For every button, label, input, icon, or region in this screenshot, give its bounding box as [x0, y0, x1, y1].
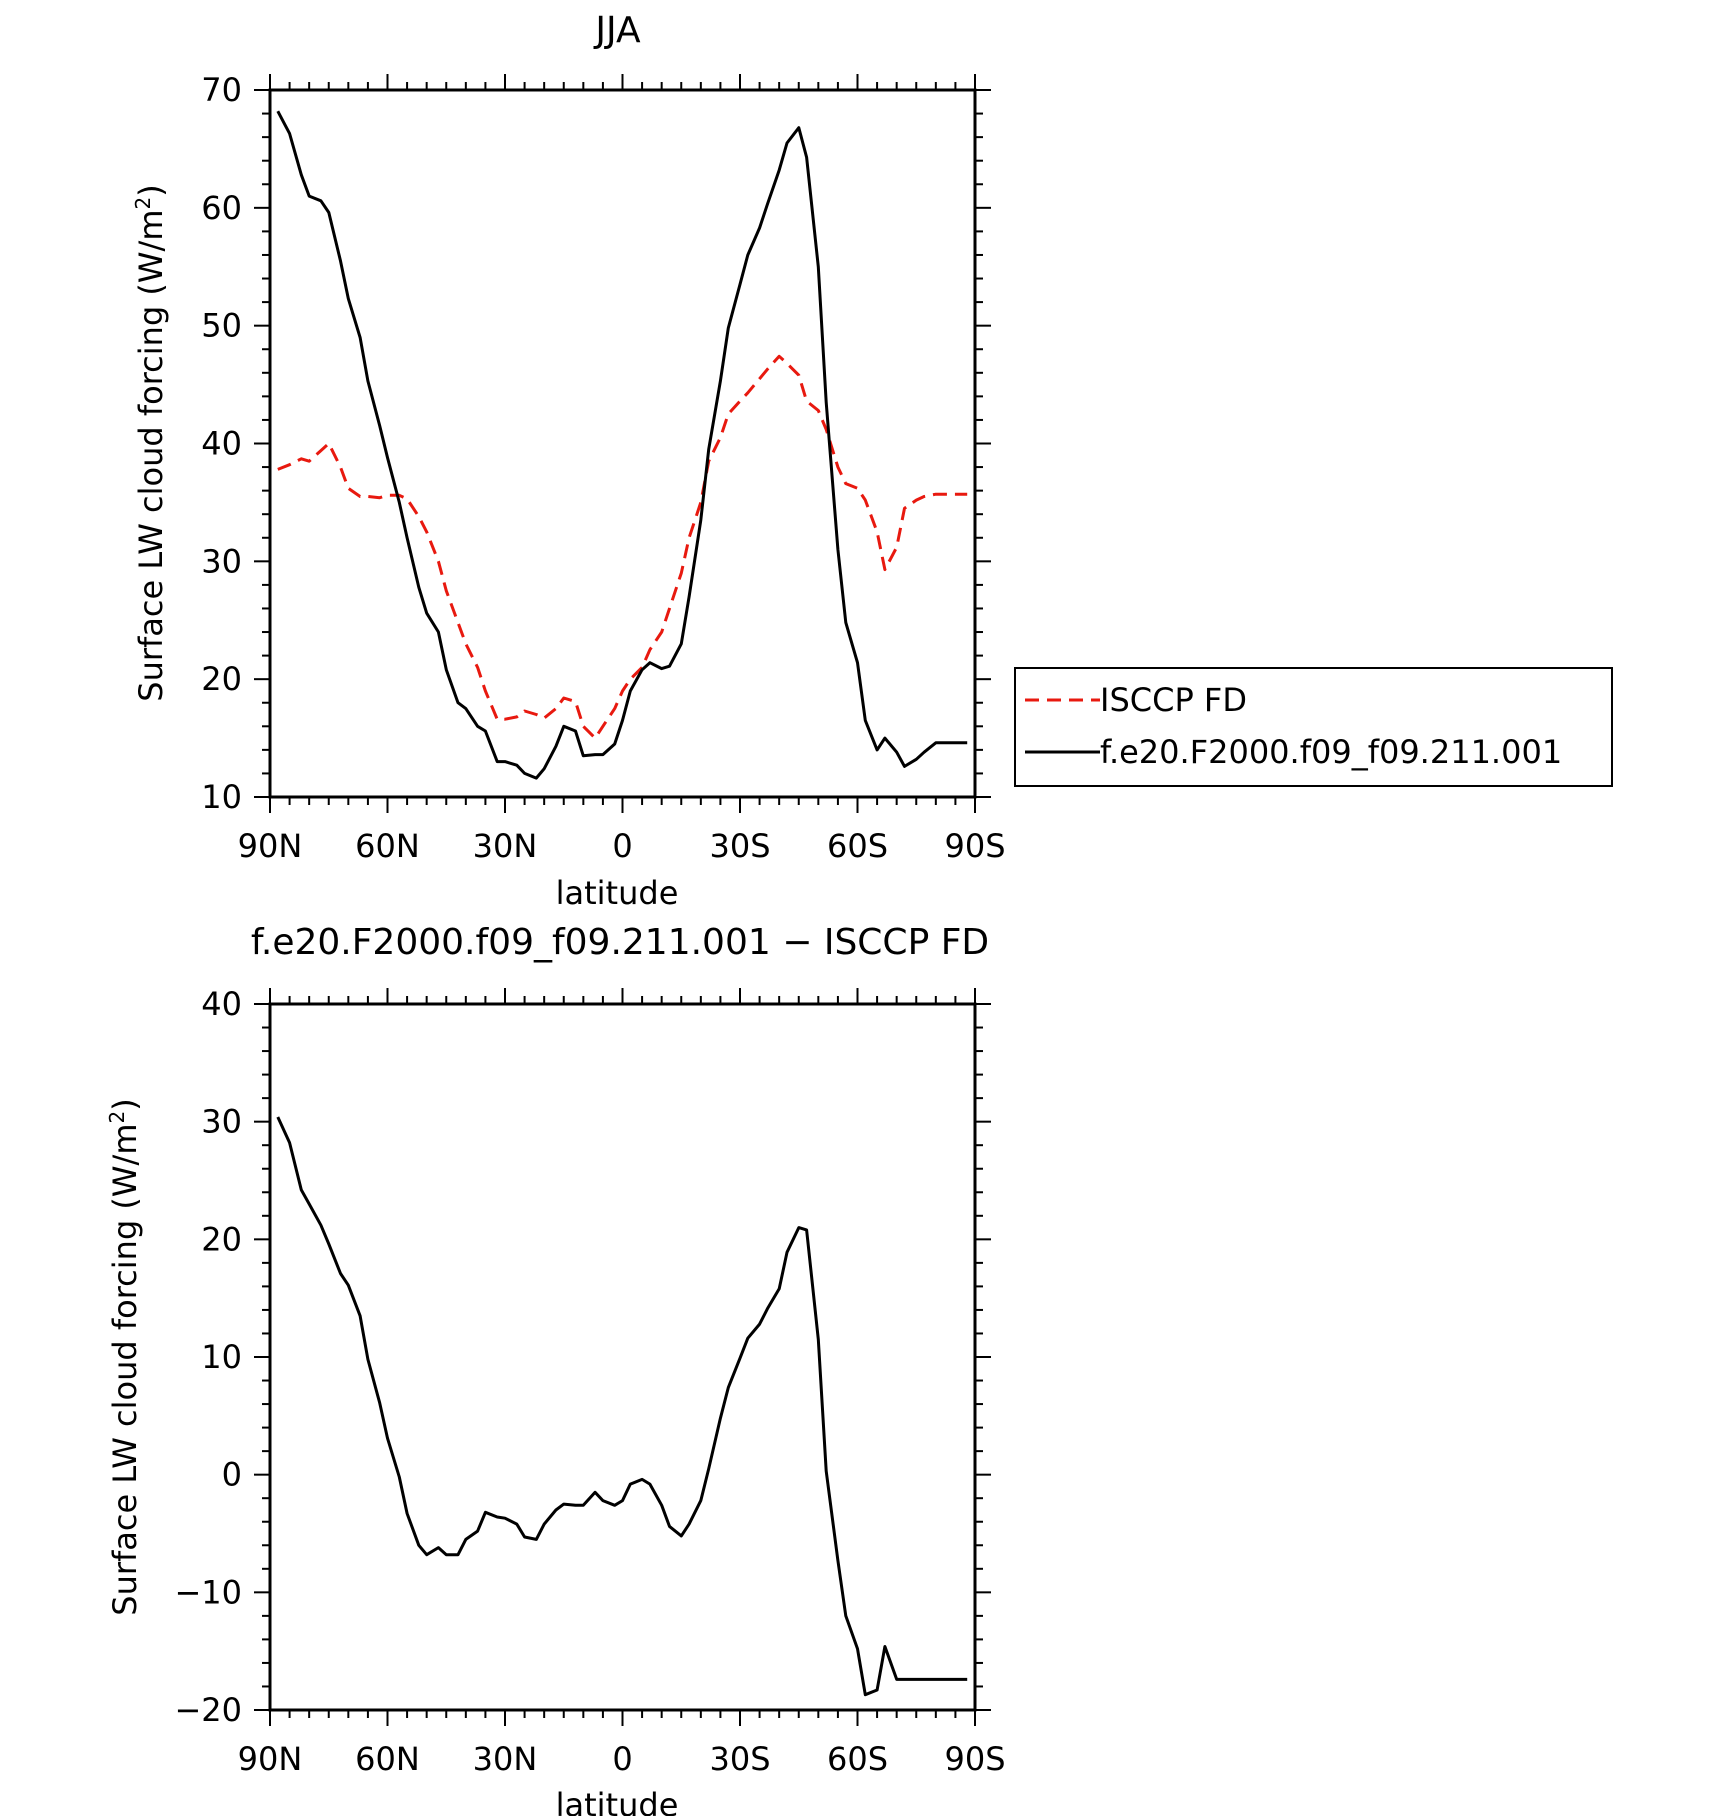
- bottom-x-tick-label: 0: [612, 1740, 632, 1778]
- bottom-series: [276, 1116, 968, 1697]
- bottom-x-tick-label: 30S: [709, 1740, 770, 1778]
- bottom-y-tick-label: 30: [201, 1103, 242, 1141]
- bottom-y-tick-label: −20: [174, 1691, 242, 1729]
- bottom-y-tick-label: 10: [201, 1338, 242, 1376]
- bottom-y-axis-label: Surface LW cloud forcing (W/m2): [105, 1098, 144, 1615]
- top-y-tick-label: 40: [201, 425, 242, 463]
- top-x-tick-label: 30S: [709, 827, 770, 865]
- legend-label-model: f.e20.F2000.f09_f09.211.001: [1100, 733, 1562, 771]
- top-axes: 90N 60N 30N 0 30S 60S 90S 10 20 30 40 50 60 70: [201, 71, 1005, 865]
- top-x-tick-label: 90S: [944, 827, 1005, 865]
- top-series: [276, 110, 968, 780]
- bottom-y-tick-label: 0: [222, 1456, 242, 1494]
- top-x-tick-label: 0: [612, 827, 632, 865]
- top-y-axis-label-sup: 2: [131, 197, 155, 210]
- top-x-tick-label: 30N: [473, 827, 538, 865]
- bottom-y-tick-label: 20: [201, 1220, 242, 1258]
- bottom-x-tick-label: 90S: [944, 1740, 1005, 1778]
- top-y-axis-label-main: Surface LW cloud forcing (W/m: [132, 209, 170, 701]
- top-y-tick-label: 60: [201, 189, 242, 227]
- bottom-x-tick-label: 90N: [238, 1740, 303, 1778]
- top-y-tick-label: 20: [201, 660, 242, 698]
- bottom-y-axis-label-end: ): [106, 1098, 144, 1110]
- bottom-series-line-difference: [276, 1116, 968, 1697]
- bottom-x-tick-label: 30N: [473, 1740, 538, 1778]
- top-y-tick-label: 30: [201, 542, 242, 580]
- top-y-axis-label: Surface LW cloud forcing (W/m2): [131, 184, 170, 701]
- legend: ISCCP FD f.e20.F2000.f09_f09.211.001: [1014, 667, 1613, 787]
- bottom-x-axis-label: latitude: [556, 1786, 679, 1816]
- bottom-y-tick-label: 40: [201, 985, 242, 1023]
- top-y-tick-label: 70: [201, 71, 242, 109]
- top-x-tick-label: 90N: [238, 827, 303, 865]
- top-x-tick-label: 60N: [355, 827, 420, 865]
- bottom-chart-title: f.e20.F2000.f09_f09.211.001 − ISCCP FD: [251, 922, 989, 963]
- legend-label-isccp: ISCCP FD: [1100, 681, 1247, 719]
- bottom-panel: f.e20.F2000.f09_f09.211.001 − ISCCP FD 9…: [105, 922, 1006, 1816]
- bottom-plot-frame: [268, 1002, 977, 1712]
- bottom-y-axis-label-sup: 2: [105, 1111, 129, 1124]
- legend-box: [1014, 667, 1613, 787]
- top-x-axis-label: latitude: [556, 874, 679, 912]
- top-y-tick-label: 50: [201, 307, 242, 345]
- bottom-x-tick-label: 60S: [827, 1740, 888, 1778]
- top-y-axis-label-end: ): [132, 184, 170, 196]
- bottom-x-tick-label: 60N: [355, 1740, 420, 1778]
- bottom-y-axis-label-main: Surface LW cloud forcing (W/m: [106, 1123, 144, 1615]
- bottom-y-tick-label: −10: [174, 1573, 242, 1611]
- top-y-tick-label: 10: [201, 778, 242, 816]
- top-x-tick-label: 60S: [827, 827, 888, 865]
- top-panel: JJA 90N 60N 30N 0 30S 60S 90S 10 20 30 40 50 60 70 la…: [131, 10, 1613, 912]
- top-chart-title: JJA: [593, 10, 641, 51]
- bottom-axes: 90N 60N 30N 0 30S 60S 90S −20 −10 0 10 20 30 40: [174, 985, 1005, 1778]
- top-series-line-model: [276, 110, 968, 780]
- top-series-line-isccp: [277, 354, 968, 740]
